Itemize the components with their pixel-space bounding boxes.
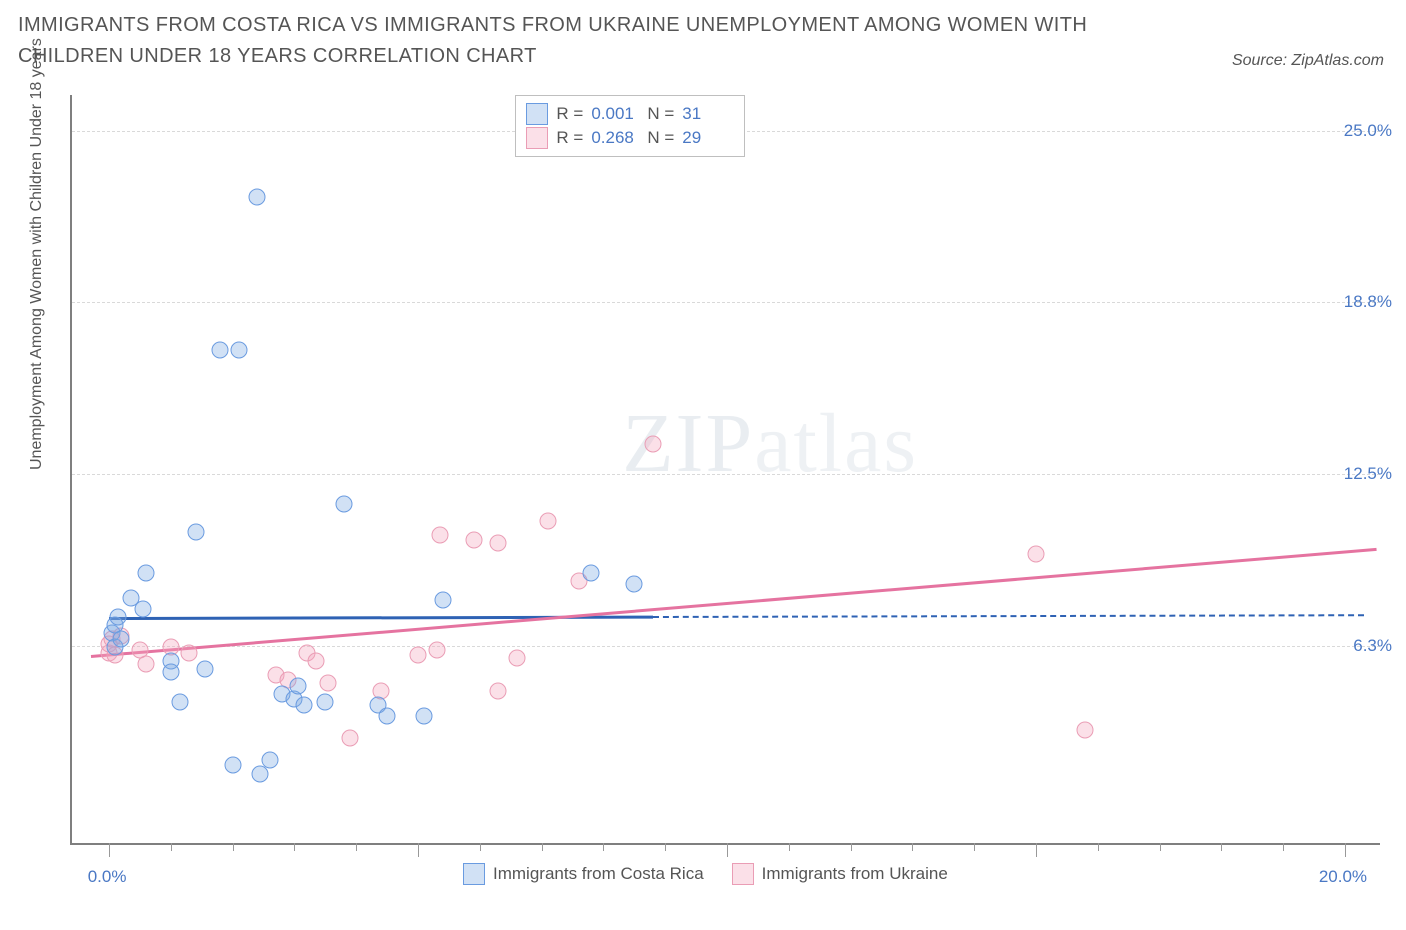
x-tick — [109, 843, 110, 857]
point-costa-rica — [626, 576, 643, 593]
x-tick — [542, 843, 543, 851]
point-costa-rica — [110, 608, 127, 625]
legend-swatch — [732, 863, 754, 885]
x-tick-label: 20.0% — [1319, 867, 1367, 887]
gridline-h — [72, 646, 1380, 647]
y-tick-label: 18.8% — [1344, 292, 1392, 312]
legend-n-label: N = — [647, 128, 674, 148]
legend-stats: R = 0.001 N = 31 R = 0.268 N = 29 — [515, 95, 745, 157]
x-tick — [727, 843, 728, 857]
point-ukraine — [138, 655, 155, 672]
point-costa-rica — [113, 630, 130, 647]
x-tick — [603, 843, 604, 851]
legend-r-label: R = — [556, 104, 583, 124]
point-ukraine — [320, 674, 337, 691]
point-costa-rica — [138, 565, 155, 582]
point-costa-rica — [249, 188, 266, 205]
y-tick-label: 12.5% — [1344, 464, 1392, 484]
point-costa-rica — [212, 342, 229, 359]
legend-swatch — [526, 127, 548, 149]
x-tick — [1345, 843, 1346, 857]
point-costa-rica — [172, 694, 189, 711]
watermark-thin: atlas — [754, 397, 918, 490]
point-ukraine — [1027, 545, 1044, 562]
x-tick — [789, 843, 790, 851]
x-tick — [1221, 843, 1222, 851]
x-tick — [912, 843, 913, 851]
watermark: ZIPatlas — [622, 395, 918, 492]
y-tick-label: 25.0% — [1344, 121, 1392, 141]
legend-swatch — [463, 863, 485, 885]
point-costa-rica — [583, 565, 600, 582]
point-ukraine — [431, 526, 448, 543]
legend-swatch — [526, 103, 548, 125]
point-costa-rica — [196, 661, 213, 678]
x-tick — [974, 843, 975, 851]
x-tick — [1283, 843, 1284, 851]
point-ukraine — [342, 729, 359, 746]
legend-label: Immigrants from Ukraine — [762, 864, 948, 884]
x-tick — [233, 843, 234, 851]
point-ukraine — [410, 647, 427, 664]
legend-r-label: R = — [556, 128, 583, 148]
legend-item: Immigrants from Ukraine — [732, 863, 948, 885]
point-ukraine — [181, 644, 198, 661]
point-costa-rica — [187, 523, 204, 540]
point-ukraine — [1077, 721, 1094, 738]
legend-n-label: N = — [647, 104, 674, 124]
legend-n-value: 29 — [682, 128, 730, 148]
point-costa-rica — [162, 663, 179, 680]
point-costa-rica — [224, 757, 241, 774]
gridline-h — [72, 474, 1380, 475]
point-ukraine — [428, 641, 445, 658]
regression-line — [90, 548, 1376, 658]
x-tick — [1160, 843, 1161, 851]
x-tick-label: 0.0% — [88, 867, 127, 887]
y-axis-label: Unemployment Among Women with Children U… — [28, 38, 46, 470]
gridline-h — [72, 302, 1380, 303]
x-tick — [851, 843, 852, 851]
point-ukraine — [644, 435, 661, 452]
x-tick — [1098, 843, 1099, 851]
x-tick — [665, 843, 666, 851]
legend-item: Immigrants from Costa Rica — [463, 863, 704, 885]
point-costa-rica — [379, 707, 396, 724]
legend-r-value: 0.001 — [591, 104, 639, 124]
x-tick — [418, 843, 419, 857]
point-costa-rica — [289, 677, 306, 694]
point-costa-rica — [135, 600, 152, 617]
x-tick — [356, 843, 357, 851]
point-ukraine — [508, 650, 525, 667]
x-tick — [1036, 843, 1037, 857]
y-tick-label: 6.3% — [1353, 636, 1392, 656]
point-ukraine — [308, 652, 325, 669]
point-costa-rica — [261, 751, 278, 768]
point-costa-rica — [434, 592, 451, 609]
x-tick — [480, 843, 481, 851]
point-costa-rica — [317, 694, 334, 711]
x-tick — [294, 843, 295, 851]
source-label: Source: ZipAtlas.com — [1232, 52, 1384, 70]
scatter-plot: ZIPatlas — [70, 95, 1380, 845]
point-ukraine — [465, 532, 482, 549]
point-ukraine — [490, 683, 507, 700]
chart-title: IMMIGRANTS FROM COSTA RICA VS IMMIGRANTS… — [18, 10, 1118, 72]
watermark-bold: ZIP — [622, 397, 754, 490]
point-ukraine — [539, 512, 556, 529]
legend-series: Immigrants from Costa Rica Immigrants fro… — [463, 863, 948, 885]
regression-line — [653, 614, 1364, 618]
x-tick — [171, 843, 172, 851]
point-costa-rica — [230, 342, 247, 359]
point-costa-rica — [295, 696, 312, 713]
point-costa-rica — [335, 496, 352, 513]
point-ukraine — [490, 534, 507, 551]
legend-n-value: 31 — [682, 104, 730, 124]
legend-r-value: 0.268 — [591, 128, 639, 148]
legend-label: Immigrants from Costa Rica — [493, 864, 704, 884]
point-costa-rica — [416, 707, 433, 724]
